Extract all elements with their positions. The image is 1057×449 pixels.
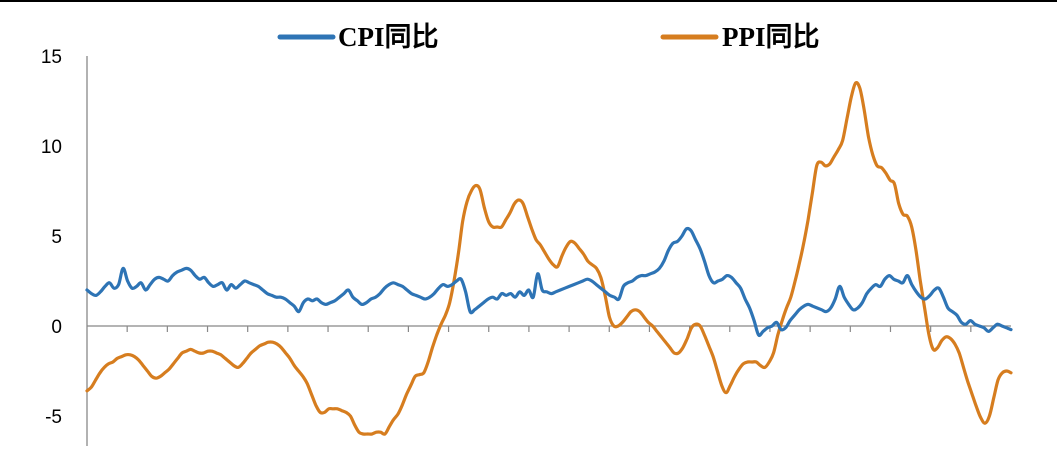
series-line-cpi — [85, 226, 1013, 338]
y-tick-label: 5 — [51, 227, 62, 248]
series-layer — [85, 80, 1013, 436]
x-axis-ticks — [126, 326, 972, 332]
legend-label-cpi: CPI同比 — [338, 22, 439, 52]
y-tick-label: 10 — [41, 137, 62, 158]
legend-label-ppi: PPI同比 — [722, 22, 820, 52]
y-tick-label: 0 — [51, 317, 62, 338]
y-axis-ticks: 15 10 5 0 -5 — [41, 47, 62, 428]
legend: CPI同比 PPI同比 — [277, 22, 820, 52]
y-tick-label: -5 — [45, 407, 62, 428]
top-border-rule — [0, 0, 1057, 2]
series-line-ppi — [85, 80, 1013, 436]
y-tick-label: 15 — [41, 47, 62, 68]
